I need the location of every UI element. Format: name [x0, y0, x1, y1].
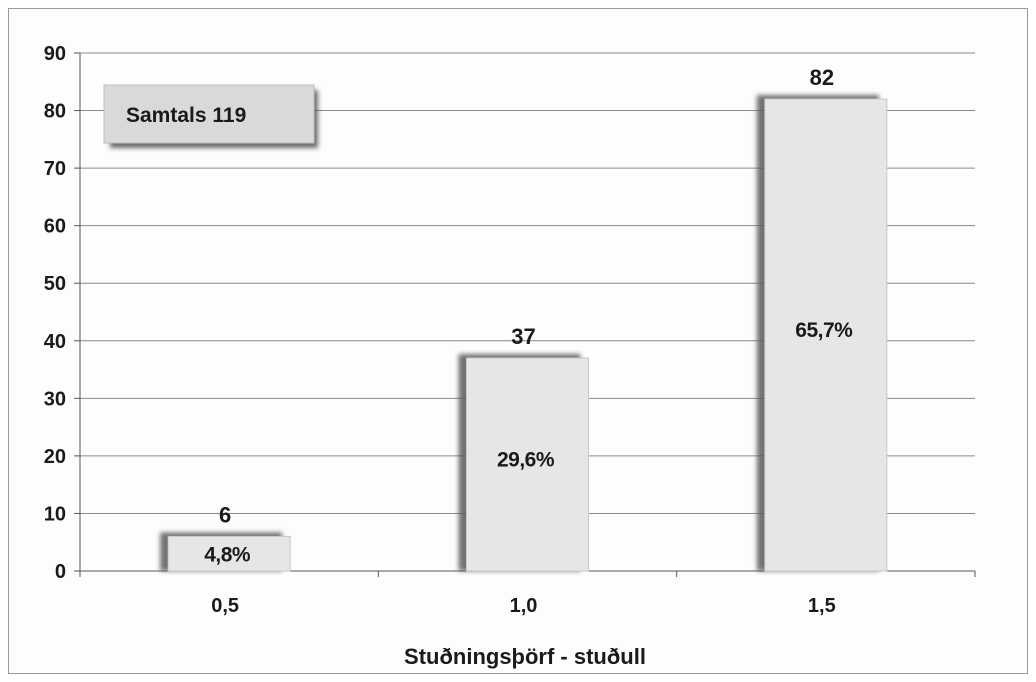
data-labels: 6 4,8% 37 29,6% 82 65,7%: [204, 65, 853, 567]
y-tick-label: 10: [44, 503, 66, 525]
y-tick-label: 60: [44, 216, 66, 238]
bar-percent-label: 65,7%: [795, 319, 853, 342]
bar-percent-label: 29,6%: [497, 449, 555, 472]
bar-value-label: 37: [511, 324, 535, 349]
y-tick-label: 40: [44, 331, 66, 353]
total-annotation: Samtals 119: [103, 84, 318, 148]
bar-value-label: 6: [219, 502, 231, 527]
bar-percent-label: 4,8%: [204, 544, 251, 567]
bar: [764, 98, 888, 572]
bar: [167, 535, 291, 572]
x-tick-labels: 0,5 1,0 1,5: [211, 595, 835, 617]
x-tick-label: 1,5: [808, 595, 836, 617]
y-tick-label: 20: [44, 446, 66, 468]
bars: [160, 95, 888, 572]
x-tick-label: 0,5: [211, 595, 239, 617]
total-annotation-box: [103, 84, 315, 144]
x-tick-label: 1,0: [510, 595, 538, 617]
y-tick-label: 0: [55, 561, 66, 583]
x-axis-title: Stuðningsþörf - stuðull: [404, 644, 646, 669]
y-tick-labels: 0 10 20 30 40 50 60 70 80 90: [44, 43, 66, 583]
y-tick-label: 70: [44, 158, 66, 180]
y-tick-label: 30: [44, 388, 66, 410]
total-annotation-text: Samtals 119: [126, 104, 246, 127]
y-tick-label: 50: [44, 273, 66, 295]
bar: [466, 357, 589, 572]
y-tick-label: 80: [44, 101, 66, 123]
bar-value-label: 82: [810, 65, 834, 90]
y-tick-label: 90: [44, 43, 66, 65]
